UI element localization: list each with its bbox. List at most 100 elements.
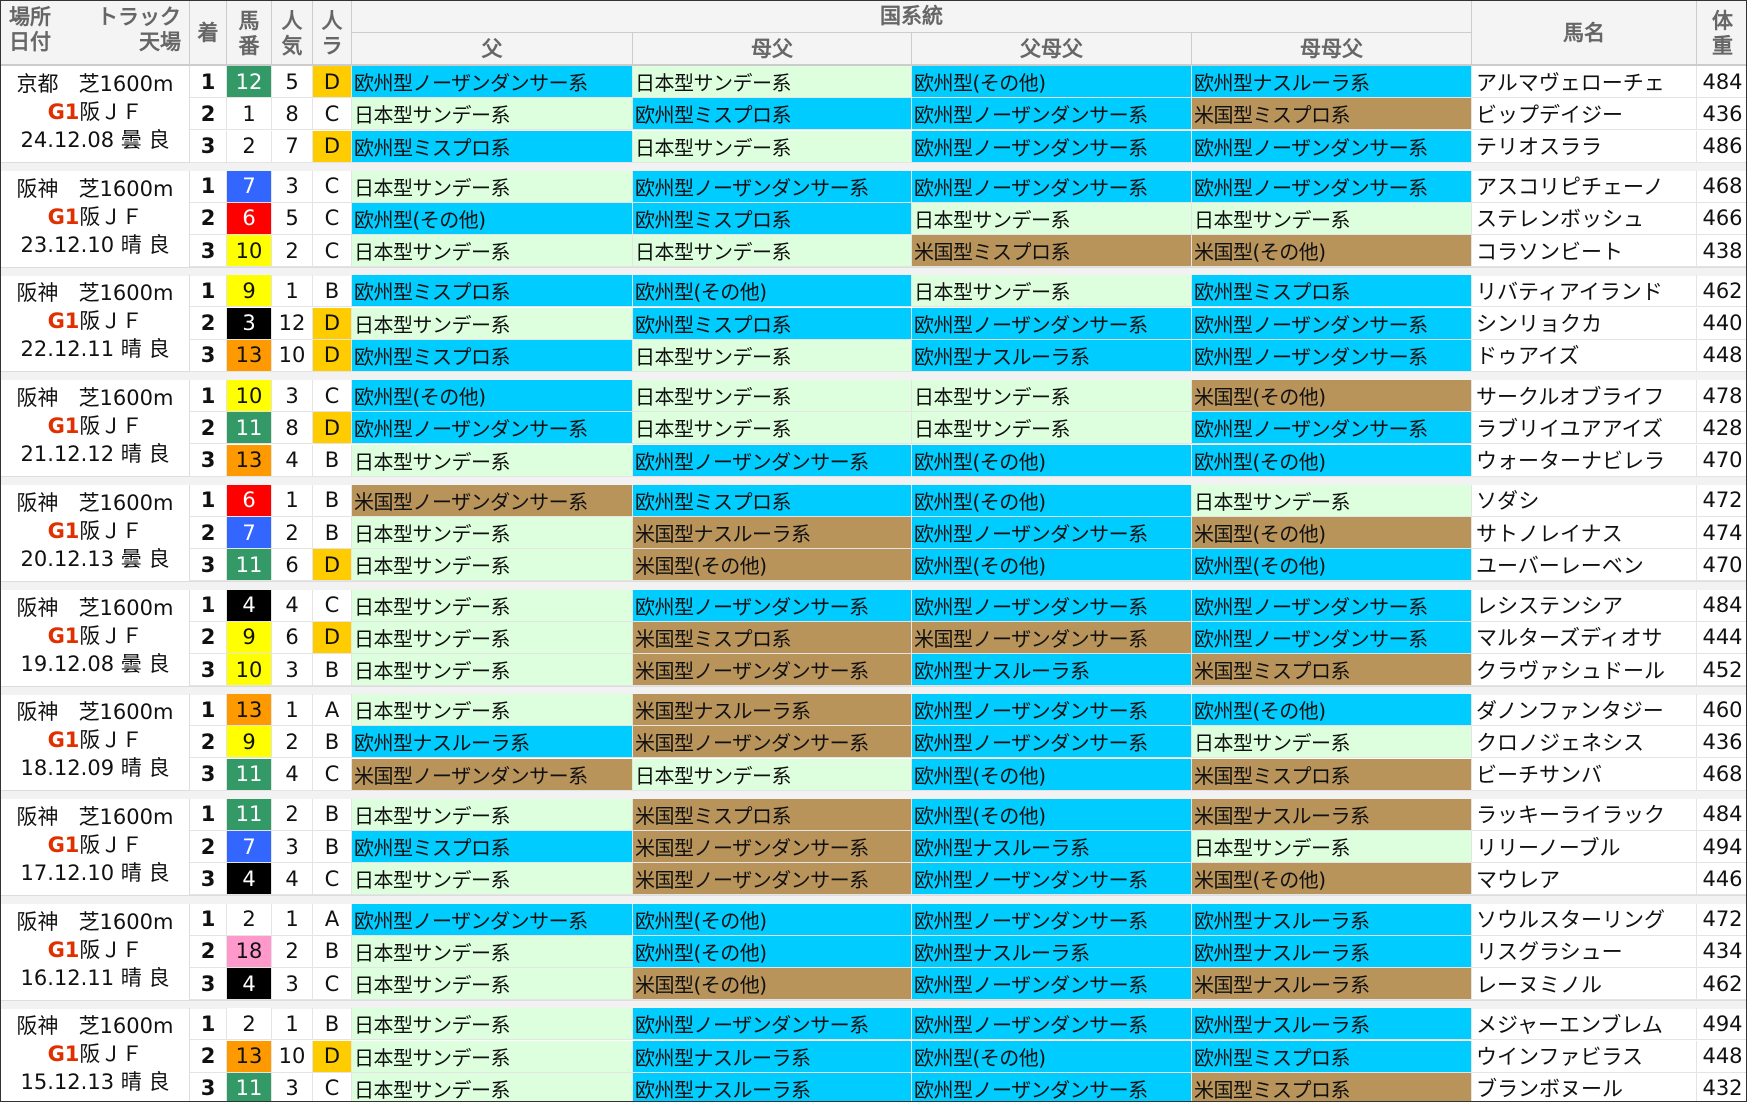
dam-sire-cell: 日本型サンデー系 [633, 412, 912, 444]
horse-name-cell: ウインファビラス [1472, 1040, 1697, 1072]
finish-cell: 2 [190, 621, 227, 653]
finish-cell: 1 [190, 380, 227, 412]
table-row[interactable]: 2 1 8 C 日本型サンデー系 欧州型ミスプロ系 欧州型ノーザンダンサー系 米国型ミスプロ系… [190, 98, 1746, 131]
header-popularity: 人気 [272, 1, 313, 66]
finish-cell: 1 [190, 275, 227, 307]
horse-no-cell: 11 [227, 758, 272, 790]
header-horse-no-1: 馬 [238, 8, 260, 33]
dam-dam-sire-cell: 欧州型(その他) [1192, 549, 1472, 581]
table-row[interactable]: 3 10 3 B 日本型サンデー系 米国型ノーザンダンサー系 欧州型ナスルーラ系 米国型ミスプ… [190, 654, 1746, 687]
finish-cell: 2 [190, 202, 227, 234]
rank-cell: B [313, 726, 352, 758]
table-row[interactable]: 2 3 12 D 日本型サンデー系 欧州型ミスプロ系 欧州型ノーザンダンサー系 欧州型ノーザン… [190, 307, 1746, 340]
weight-cell: 434 [1702, 939, 1743, 964]
table-row[interactable]: 3 11 3 C 日本型サンデー系 欧州型ナスルーラ系 欧州型ノーザンダンサー系 米国型ミスプ… [190, 1072, 1746, 1101]
weight-cell: 438 [1702, 238, 1743, 263]
table-row[interactable]: 3 2 7 D 欧州型ミスプロ系 日本型サンデー系 欧州型ノーザンダンサー系 欧州型ノーザンダ… [190, 130, 1746, 163]
popularity-cell: 1 [272, 694, 313, 726]
table-row[interactable]: 2 6 5 C 欧州型(その他) 欧州型ミスプロ系 日本型サンデー系 日本型サンデー系 ステレン… [190, 202, 1746, 235]
popularity-cell: 3 [272, 831, 313, 863]
track: 芝1600m [78, 804, 174, 829]
popularity-cell: 4 [272, 758, 313, 790]
table-row[interactable]: 2 9 6 D 日本型サンデー系 米国型ミスプロ系 米国型ノーザンダンサー系 欧州型ノーザンダ… [190, 621, 1746, 654]
table-row[interactable]: 2 13 10 D 日本型サンデー系 欧州型ナスルーラ系 欧州型(その他) 欧州型ミスプロ系ウ… [190, 1040, 1746, 1073]
dam-sire-cell: 欧州型(その他) [633, 275, 912, 307]
dam-sire-cell: 欧州型ナスルーラ系 [633, 1072, 912, 1101]
table-row[interactable]: 1 10 3 C 欧州型(その他) 日本型サンデー系 日本型サンデー系 米国型(その他) サーク… [190, 380, 1746, 413]
table-row[interactable]: 3 11 6 D 日本型サンデー系 米国型(その他) 欧州型(その他) 欧州型(その他) ユーバ… [190, 549, 1746, 582]
table-row[interactable]: 1 12 5 D 欧州型ノーザンダンサー系 日本型サンデー系 欧州型(その他) 欧州型ナスルー… [190, 66, 1746, 98]
table-row[interactable]: 3 10 2 C 日本型サンデー系 日本型サンデー系 米国型ミスプロ系 米国型(その他) コラソ… [190, 235, 1746, 268]
race-info: 阪神 芝1600m G1阪ＪＦ 20.12.13 曇 良 [1, 484, 190, 582]
horse-name-cell: リバティアイランド [1472, 275, 1697, 307]
table-row[interactable]: 1 7 3 C 日本型サンデー系 欧州型ノーザンダンサー系 欧州型ノーザンダンサー系 欧州型ノ… [190, 170, 1746, 203]
weight-cell: 452 [1702, 657, 1743, 682]
dam-dam-sire-cell: 欧州型ノーザンダンサー系 [1192, 589, 1472, 621]
venue: 阪神 [16, 176, 59, 201]
horse-no-cell: 13 [227, 1040, 272, 1072]
table-row[interactable]: 1 2 1 B 日本型サンデー系 欧州型ノーザンダンサー系 欧州型ノーザンダンサー系 欧州型ナ… [190, 1008, 1746, 1041]
horse-no-cell: 11 [227, 798, 272, 830]
dam-dam-sire-cell: 米国型ミスプロ系 [1192, 654, 1472, 686]
finish-cell: 1 [190, 589, 227, 621]
finish-cell: 3 [190, 235, 227, 267]
table-row[interactable]: 2 9 2 B 欧州型ナスルーラ系 米国型ノーザンダンサー系 欧州型ノーザンダンサー系 日本型… [190, 726, 1746, 759]
rank-cell: B [313, 831, 352, 863]
table-row[interactable]: 3 13 10 D 欧州型ミスプロ系 日本型サンデー系 欧州型ナスルーラ系 欧州型ノーザンダン… [190, 339, 1746, 372]
rank-cell: A [313, 694, 352, 726]
table-row[interactable]: 1 6 1 B 米国型ノーザンダンサー系 欧州型ミスプロ系 欧州型(その他) 日本型サンデー系… [190, 484, 1746, 517]
sire-dam-sire-cell: 欧州型ノーザンダンサー系 [912, 694, 1192, 726]
sire-cell: 欧州型(その他) [352, 380, 633, 412]
table-row[interactable]: 3 4 4 C 日本型サンデー系 米国型ノーザンダンサー系 欧州型ノーザンダンサー系 米国型(… [190, 863, 1746, 896]
finish-cell: 3 [190, 339, 227, 371]
table-row[interactable]: 1 4 4 C 日本型サンデー系 欧州型ノーザンダンサー系 欧州型ノーザンダンサー系 欧州型ノ… [190, 589, 1746, 622]
header-date: 日付 [9, 30, 51, 54]
table-row[interactable]: 3 4 3 C 日本型サンデー系 米国型(その他) 欧州型ノーザンダンサー系 米国型ナスルーラ… [190, 968, 1746, 1001]
weight-cell: 470 [1702, 448, 1743, 473]
popularity-cell: 6 [272, 549, 313, 581]
weather: 晴 [120, 442, 142, 467]
header-track: トラック [97, 5, 181, 29]
table-row[interactable]: 2 7 3 B 欧州型ミスプロ系 米国型ノーザンダンサー系 欧州型ナスルーラ系 日本型サンデー… [190, 831, 1746, 864]
horse-no-cell: 13 [227, 339, 272, 371]
header-dam-dam-sire: 母母父 [1192, 33, 1472, 66]
table-row[interactable]: 3 11 4 C 米国型ノーザンダンサー系 日本型サンデー系 欧州型(その他) 米国型ミスプロ… [190, 758, 1746, 791]
race-date: 16.12.11 [20, 965, 115, 990]
race-separator [1, 791, 1746, 800]
popularity-cell: 3 [272, 170, 313, 202]
sire-dam-sire-cell: 欧州型(その他) [912, 798, 1192, 830]
track: 芝1600m [78, 281, 174, 306]
popularity-cell: 10 [272, 339, 313, 371]
rank-cell: B [313, 935, 352, 967]
table-row[interactable]: 1 2 1 A 欧州型ノーザンダンサー系 欧州型(その他) 欧州型ノーザンダンサー系 欧州型ナ… [190, 903, 1746, 936]
grade: G1 [47, 309, 80, 334]
race-name: 阪ＪＦ [79, 1042, 143, 1067]
horse-name-cell: レーヌミノル [1472, 968, 1697, 1000]
table-row[interactable]: 2 11 8 D 欧州型ノーザンダンサー系 日本型サンデー系 日本型サンデー系 欧州型ノーザン… [190, 412, 1746, 445]
table-row[interactable]: 3 13 4 B 日本型サンデー系 欧州型ノーザンダンサー系 欧州型(その他) 欧州型(その他… [190, 444, 1746, 477]
dam-sire-cell: 米国型ナスルーラ系 [633, 517, 912, 549]
table-row[interactable]: 1 11 2 B 日本型サンデー系 米国型ミスプロ系 欧州型(その他) 米国型ナスルーラ系 ラッ… [190, 798, 1746, 831]
race-info: 阪神 芝1600m G1阪ＪＦ 16.12.11 晴 良 [1, 903, 190, 1001]
sire-cell: 日本型サンデー系 [352, 621, 633, 653]
sire-dam-sire-cell: 欧州型(その他) [912, 1040, 1192, 1072]
dam-sire-cell: 欧州型ノーザンダンサー系 [633, 444, 912, 476]
popularity-cell: 4 [272, 444, 313, 476]
table-row[interactable]: 1 13 1 A 日本型サンデー系 米国型ナスルーラ系 欧州型ノーザンダンサー系 欧州型(その… [190, 694, 1746, 727]
table-row[interactable]: 2 18 2 B 日本型サンデー系 欧州型(その他) 欧州型ナスルーラ系 欧州型ナスルーラ系リ… [190, 935, 1746, 968]
table-row[interactable]: 1 9 1 B 欧州型ミスプロ系 欧州型(その他) 日本型サンデー系 欧州型ミスプロ系 リバティ… [190, 275, 1746, 308]
horse-no-cell: 18 [227, 935, 272, 967]
going: 良 [148, 128, 170, 152]
rank-cell: C [313, 170, 352, 202]
table-row[interactable]: 2 7 2 B 日本型サンデー系 米国型ナスルーラ系 欧州型ノーザンダンサー系 米国型(その他… [190, 517, 1746, 550]
horse-name-cell: ステレンボッシュ [1472, 202, 1697, 234]
sire-cell: 日本型サンデー系 [352, 1040, 633, 1072]
race-info: 阪神 芝1600m G1阪ＪＦ 19.12.08 曇 良 [1, 589, 190, 687]
dam-dam-sire-cell: 欧州型ミスプロ系 [1192, 275, 1472, 307]
horse-name-cell: ウォーターナビレラ [1472, 444, 1697, 476]
dam-dam-sire-cell: 欧州型(その他) [1192, 694, 1472, 726]
finish-cell: 2 [190, 1040, 227, 1072]
dam-dam-sire-cell: 米国型(その他) [1192, 863, 1472, 895]
grade: G1 [47, 518, 80, 543]
race-date: 17.12.10 [20, 860, 115, 885]
